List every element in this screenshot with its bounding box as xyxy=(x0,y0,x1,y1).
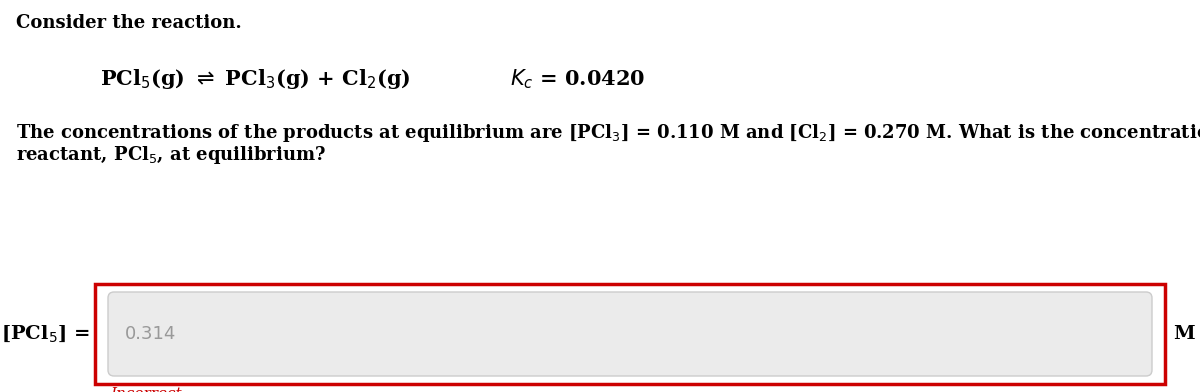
Text: Incorrect: Incorrect xyxy=(110,387,181,392)
FancyBboxPatch shape xyxy=(108,292,1152,376)
FancyBboxPatch shape xyxy=(95,284,1165,384)
Text: Consider the reaction.: Consider the reaction. xyxy=(16,14,241,32)
Text: [PCl$_5$] =: [PCl$_5$] = xyxy=(1,324,90,344)
Text: $K_c$ = 0.0420: $K_c$ = 0.0420 xyxy=(510,67,646,91)
Text: reactant, PCl$_5$, at equilibrium?: reactant, PCl$_5$, at equilibrium? xyxy=(16,144,326,166)
Text: 0.314: 0.314 xyxy=(125,325,176,343)
Text: M: M xyxy=(1174,325,1195,343)
Text: PCl$_5$(g) $\rightleftharpoons$ PCl$_3$(g) + Cl$_2$(g): PCl$_5$(g) $\rightleftharpoons$ PCl$_3$(… xyxy=(100,67,410,91)
Text: The concentrations of the products at equilibrium are [PCl$_3$] = 0.110 M and [C: The concentrations of the products at eq… xyxy=(16,122,1200,144)
